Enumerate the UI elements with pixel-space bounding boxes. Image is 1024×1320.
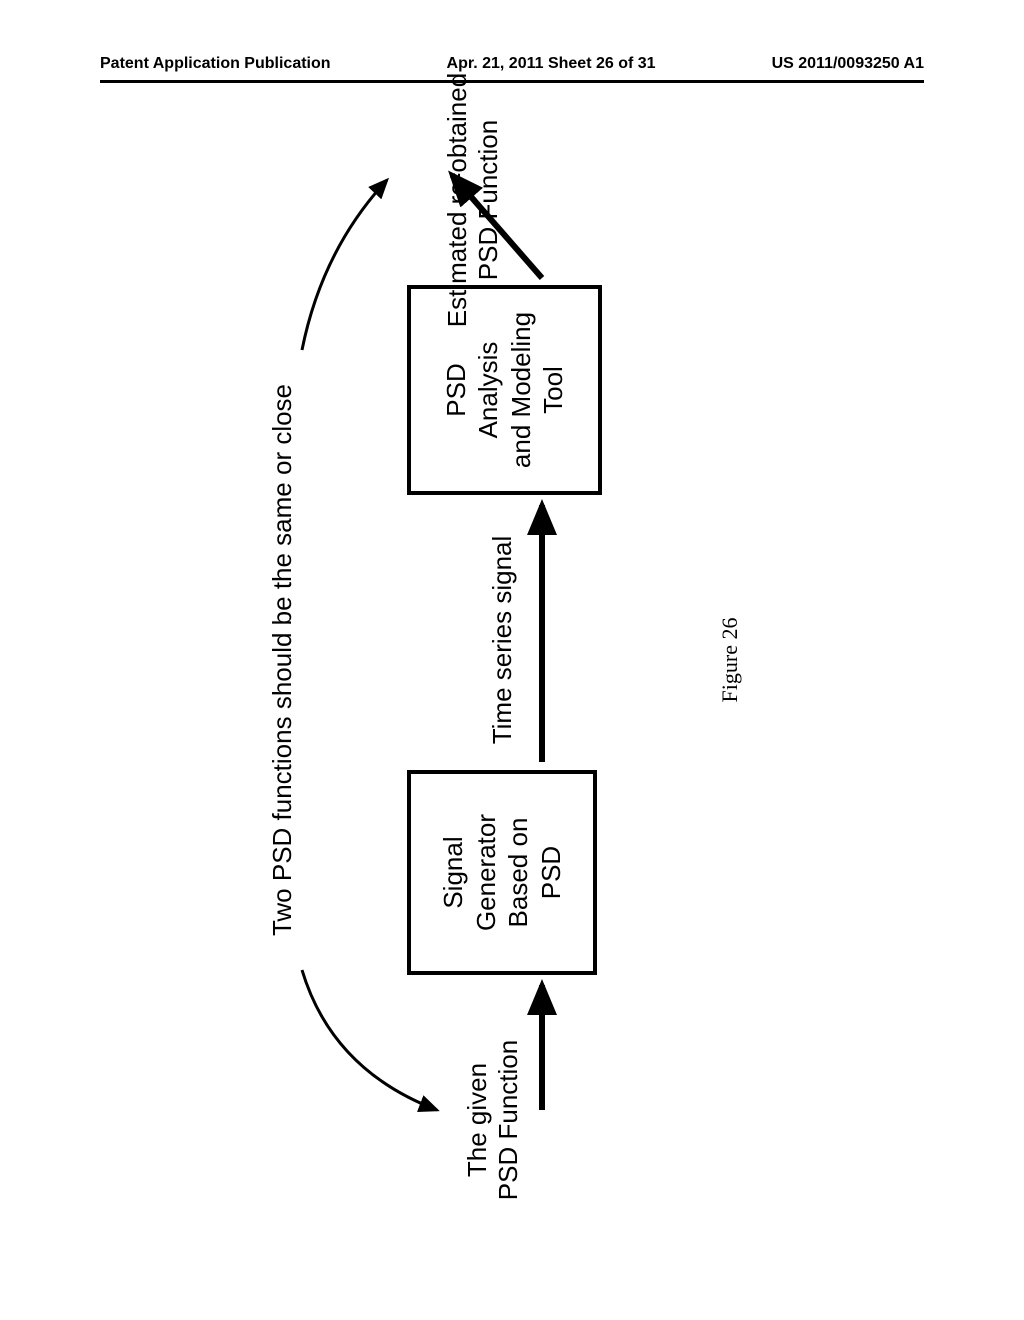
- figure-caption: Figure 26: [717, 618, 743, 703]
- input-psd-text: The given PSD Function: [462, 1040, 523, 1200]
- header-right: US 2011/0093250 A1: [772, 55, 924, 73]
- output-psd-text: Estimated re-obtained PSD Function: [442, 73, 503, 327]
- page-header: Patent Application Publication Apr. 21, …: [0, 55, 1024, 73]
- time-series-label: Time series signal: [487, 515, 518, 765]
- comparison-annotation: Two PSD functions should be the same or …: [267, 310, 298, 1010]
- flowchart-diagram: Two PSD functions should be the same or …: [262, 110, 762, 1210]
- header-left: Patent Application Publication: [100, 55, 331, 73]
- header-rule: [100, 80, 924, 83]
- psd-analysis-box: PSD Analysis and Modeling Tool: [407, 285, 602, 495]
- output-psd-label: Estimated re-obtained PSD Function: [442, 60, 504, 340]
- signal-generator-box: Signal Generator Based on PSD: [407, 770, 597, 975]
- signal-generator-text: Signal Generator Based on PSD: [437, 814, 567, 931]
- input-psd-label: The given PSD Function: [462, 1020, 524, 1220]
